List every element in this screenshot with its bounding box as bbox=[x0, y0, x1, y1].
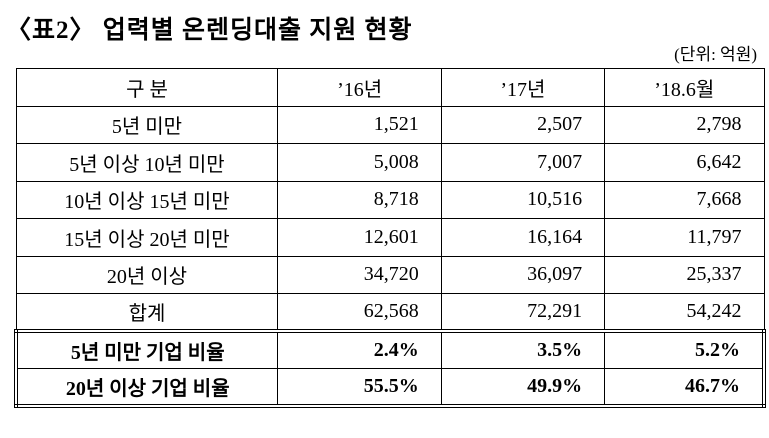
cell-value: 34,720 bbox=[277, 255, 442, 294]
ratio-row: 20년 이상 기업 비율 55.5% 49.9% 46.7% bbox=[14, 368, 767, 408]
cell-value: ’18.6월 bbox=[604, 68, 765, 107]
row-label: 20년 이상 기업 비율 bbox=[14, 368, 279, 408]
table-row: 5년 이상 10년 미만 5,008 7,007 6,642 bbox=[15, 143, 765, 182]
cell-value: 54,242 bbox=[604, 293, 765, 332]
cell-value: 49.9% bbox=[440, 368, 606, 408]
cell-value: 7,007 bbox=[440, 143, 606, 182]
total-row: 합계 62,568 72,291 54,242 bbox=[15, 293, 765, 332]
table-row: 10년 이상 15년 미만 8,718 10,516 7,668 bbox=[15, 180, 765, 219]
cell-value: 10,516 bbox=[440, 180, 606, 219]
cell-value: 2,507 bbox=[440, 105, 606, 144]
cell-value: 3.5% bbox=[440, 329, 606, 369]
cell-value: 5,008 bbox=[277, 143, 442, 182]
cell-value: 2.4% bbox=[277, 329, 442, 369]
support-status-table: 구 분 ’16년 ’17년 ’18.6월 5년 미만 1,521 2,507 2,798 5년 … bbox=[14, 68, 767, 408]
cell-value: 16,164 bbox=[440, 218, 606, 257]
cell-value: ’17년 bbox=[440, 68, 606, 107]
cell-value: 36,097 bbox=[440, 255, 606, 294]
cell-value: 55.5% bbox=[277, 368, 442, 408]
cell-value: 72,291 bbox=[440, 293, 606, 332]
cell-value: 5.2% bbox=[604, 329, 767, 369]
cell-value: 62,568 bbox=[277, 293, 442, 332]
cell-value: 6,642 bbox=[604, 143, 765, 182]
table-row: 20년 이상 34,720 36,097 25,337 bbox=[15, 255, 765, 294]
ratio-row: 5년 미만 기업 비율 2.4% 3.5% 5.2% bbox=[14, 329, 767, 369]
row-label: 20년 이상 bbox=[15, 255, 279, 294]
table-row: 5년 미만 1,521 2,507 2,798 bbox=[15, 105, 765, 144]
cell-value: 2,798 bbox=[604, 105, 765, 144]
row-label: 10년 이상 15년 미만 bbox=[15, 180, 279, 219]
row-label: 5년 미만 기업 비율 bbox=[14, 329, 279, 369]
row-label: 5년 이상 10년 미만 bbox=[15, 143, 279, 182]
cell-value: 7,668 bbox=[604, 180, 765, 219]
cell-value: 11,797 bbox=[604, 218, 765, 257]
row-label: 5년 미만 bbox=[15, 105, 279, 144]
table-row: 15년 이상 20년 미만 12,601 16,164 11,797 bbox=[15, 218, 765, 257]
row-label: 15년 이상 20년 미만 bbox=[15, 218, 279, 257]
table-title: 〈표2〉 업력별 온렌딩대출 지원 현황 bbox=[6, 17, 413, 44]
cell-value: 25,337 bbox=[604, 255, 765, 294]
cell-value: ’16년 bbox=[277, 68, 442, 107]
cell-value: 1,521 bbox=[277, 105, 442, 144]
cell-value: 12,601 bbox=[277, 218, 442, 257]
header-row: 구 분 ’16년 ’17년 ’18.6월 bbox=[15, 68, 765, 107]
row-label: 구 분 bbox=[15, 68, 279, 107]
row-label: 합계 bbox=[15, 293, 279, 332]
unit-label: (단위: 억원) bbox=[674, 45, 757, 64]
cell-value: 46.7% bbox=[604, 368, 767, 408]
cell-value: 8,718 bbox=[277, 180, 442, 219]
